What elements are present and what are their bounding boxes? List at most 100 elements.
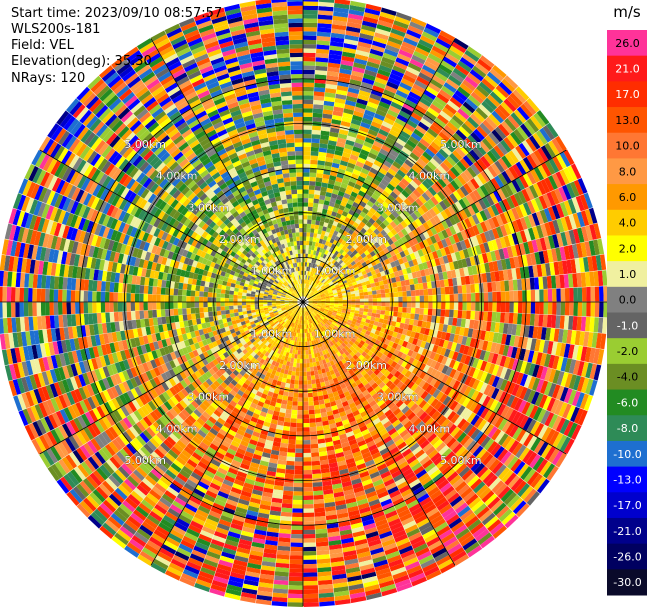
velocity-gate xyxy=(335,89,348,96)
velocity-gate xyxy=(303,176,310,182)
velocity-gate xyxy=(317,229,323,235)
velocity-gate xyxy=(466,293,472,302)
velocity-gate xyxy=(315,269,320,275)
velocity-gate xyxy=(425,23,442,34)
velocity-gate xyxy=(334,226,341,233)
velocity-gate xyxy=(341,116,352,123)
velocity-gate xyxy=(311,258,315,264)
velocity-gate xyxy=(303,74,315,79)
velocity-gate xyxy=(287,598,303,603)
velocity-gate xyxy=(321,208,328,214)
velocity-gate xyxy=(354,164,363,172)
velocity-gate xyxy=(314,82,326,88)
velocity-gate xyxy=(406,307,412,314)
velocity-gate xyxy=(338,204,346,211)
velocity-gate xyxy=(436,302,442,310)
velocity-gate xyxy=(378,15,395,25)
velocity-gate xyxy=(294,384,299,389)
velocity-gate xyxy=(317,270,321,275)
velocity-gate xyxy=(303,108,313,113)
velocity-gate xyxy=(317,391,323,397)
velocity-gate xyxy=(379,284,385,290)
velocity-gate xyxy=(552,302,557,315)
velocity-gate xyxy=(379,11,396,20)
velocity-gate xyxy=(332,239,338,246)
velocity-gate xyxy=(316,48,330,54)
velocity-gate xyxy=(333,185,341,191)
velocity-gate xyxy=(308,285,312,290)
velocity-gate xyxy=(384,156,395,165)
velocity-gate xyxy=(303,292,305,297)
velocity-gate xyxy=(290,546,303,552)
velocity-gate xyxy=(321,182,328,188)
velocity-gate xyxy=(432,302,437,309)
velocity-gate xyxy=(594,302,600,318)
velocity-gate xyxy=(341,178,350,185)
velocity-gate xyxy=(500,312,506,323)
velocity-gate xyxy=(303,482,313,488)
velocity-gate xyxy=(334,97,346,105)
velocity-gate xyxy=(513,302,519,313)
velocity-gate xyxy=(303,227,307,233)
velocity-gate xyxy=(406,290,412,297)
velocity-gate xyxy=(299,376,303,381)
velocity-gate xyxy=(303,253,306,258)
velocity-gate xyxy=(304,270,307,276)
velocity-gate xyxy=(326,70,339,77)
velocity-gate xyxy=(359,292,364,296)
velocity-gate xyxy=(322,113,333,119)
velocity-gate xyxy=(386,81,399,90)
velocity-gate xyxy=(336,141,346,148)
velocity-gate xyxy=(377,152,387,160)
velocity-gate xyxy=(332,158,341,165)
velocity-gate xyxy=(288,585,303,590)
velocity-gate xyxy=(292,495,303,501)
velocity-gate xyxy=(317,14,333,20)
velocity-gate xyxy=(318,225,324,231)
velocity-gate xyxy=(363,178,372,186)
velocity-gate xyxy=(369,48,384,57)
velocity-gate xyxy=(406,95,419,105)
velocity-gate xyxy=(312,392,318,397)
velocity-gate xyxy=(357,156,366,164)
velocity-gate xyxy=(380,7,397,16)
velocity-gate xyxy=(364,137,375,145)
velocity-gate xyxy=(289,572,303,578)
velocity-gate xyxy=(283,421,291,427)
velocity-gate xyxy=(338,297,343,301)
velocity-gate xyxy=(303,240,307,246)
velocity-gate xyxy=(314,264,318,269)
velocity-gate xyxy=(320,243,325,249)
velocity-gate xyxy=(364,302,369,306)
velocity-gate xyxy=(316,168,324,174)
velocity-gate xyxy=(378,101,391,110)
velocity-gate xyxy=(362,77,375,86)
velocity-gate xyxy=(303,232,307,237)
velocity-gate xyxy=(314,242,319,247)
velocity-gate xyxy=(304,292,307,297)
velocity-gate xyxy=(323,165,332,171)
velocity-gate xyxy=(577,287,583,302)
velocity-gate xyxy=(303,155,311,160)
velocity-gate xyxy=(319,234,325,240)
velocity-gate xyxy=(305,240,310,246)
velocity-gate xyxy=(316,173,324,179)
velocity-gate xyxy=(429,49,445,60)
velocity-gate xyxy=(543,289,549,302)
velocity-gate xyxy=(345,95,358,103)
velocity-gate xyxy=(325,227,331,233)
velocity-gate xyxy=(306,358,310,364)
velocity-gate xyxy=(288,576,303,582)
velocity-gate xyxy=(387,36,403,46)
velocity-gate xyxy=(311,379,316,385)
velocity-gate xyxy=(375,109,387,118)
velocity-gate xyxy=(346,135,357,142)
velocity-gate xyxy=(303,512,315,518)
velocity-gate xyxy=(365,65,379,73)
velocity-gate xyxy=(334,180,342,187)
velocity-gate xyxy=(483,302,489,312)
velocity-gate xyxy=(411,302,416,308)
velocity-gate xyxy=(309,168,317,174)
velocity-gate xyxy=(371,163,381,172)
velocity-gate xyxy=(358,37,373,45)
